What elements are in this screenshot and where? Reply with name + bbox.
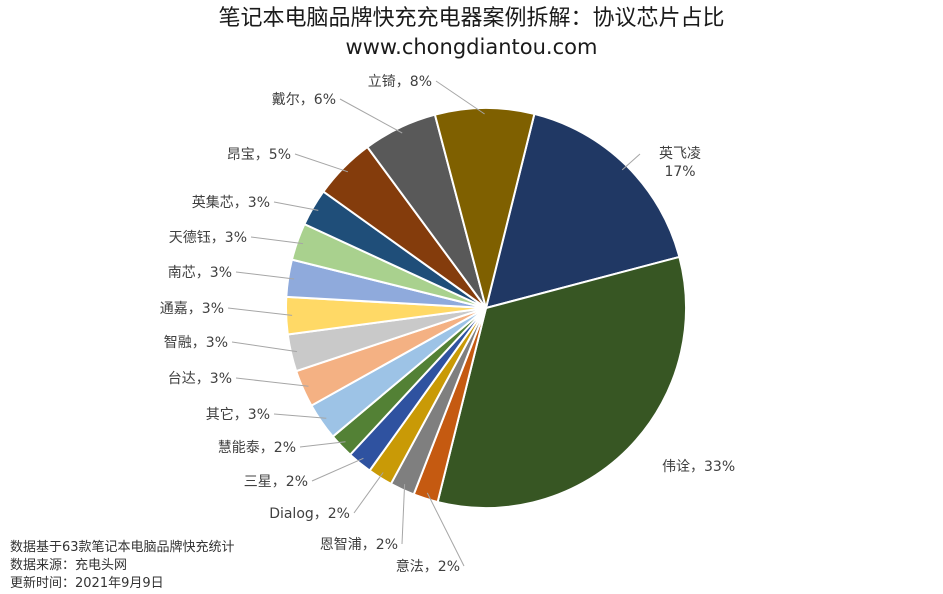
- leader-line-11: [235, 271, 295, 280]
- slice-label-9: 智融，3%: [164, 335, 228, 351]
- leader-line-3: [401, 484, 406, 545]
- leader-line-10: [227, 307, 293, 316]
- leader-line-6: [299, 441, 346, 448]
- leader-line-13: [273, 201, 319, 211]
- slice-label-8: 台达，3%: [168, 371, 232, 387]
- slice-label-11: 南芯，3%: [168, 265, 232, 281]
- leader-line-4: [353, 472, 384, 514]
- leader-line-2: [426, 492, 465, 567]
- pie-slice-16: [433, 107, 536, 309]
- leader-line-12: [250, 236, 304, 245]
- slice-label-12: 天德钰，3%: [169, 230, 247, 246]
- leader-line-14: [294, 153, 349, 173]
- chart-subtitle: www.chongdiantou.com: [345, 35, 598, 59]
- leader-line-16: [435, 80, 485, 115]
- leader-line-0: [621, 153, 641, 171]
- slice-label-6: 慧能泰，2%: [218, 440, 296, 456]
- leader-line-9: [231, 341, 298, 353]
- slice-label-16: 立锜，8%: [368, 74, 432, 90]
- slice-label-2: 意法，2%: [396, 558, 460, 575]
- footnote-date: 更新时间：2021年9月9日: [10, 576, 164, 591]
- leader-line-7: [273, 413, 327, 419]
- slice-label-13: 英集芯，3%: [192, 194, 270, 211]
- footnote-source: 数据来源：充电头网: [10, 558, 128, 573]
- slice-label-14: 昂宝，5%: [227, 147, 291, 163]
- chart-title: 笔记本电脑品牌快充充电器案例拆解：协议芯片占比: [218, 6, 725, 31]
- slice-label-15: 戴尔，6%: [272, 92, 336, 108]
- slice-label-4: Dialog，2%: [269, 506, 350, 522]
- slice-label-0: 英飞凌 17%: [659, 145, 701, 180]
- pie-slice-1: [436, 255, 687, 509]
- slice-label-5: 三星，2%: [244, 474, 308, 490]
- footnote-sample: 数据基于63款笔记本电脑品牌快充统计: [10, 540, 235, 555]
- leader-line-15: [339, 98, 403, 134]
- slice-label-3: 恩智浦，2%: [320, 537, 398, 553]
- leader-line-8: [235, 377, 309, 387]
- leader-line-5: [311, 457, 364, 482]
- slice-label-10: 通嘉，3%: [160, 301, 224, 317]
- slice-label-1: 伟诠，33%: [662, 459, 735, 475]
- slice-label-7: 其它，3%: [206, 406, 270, 423]
